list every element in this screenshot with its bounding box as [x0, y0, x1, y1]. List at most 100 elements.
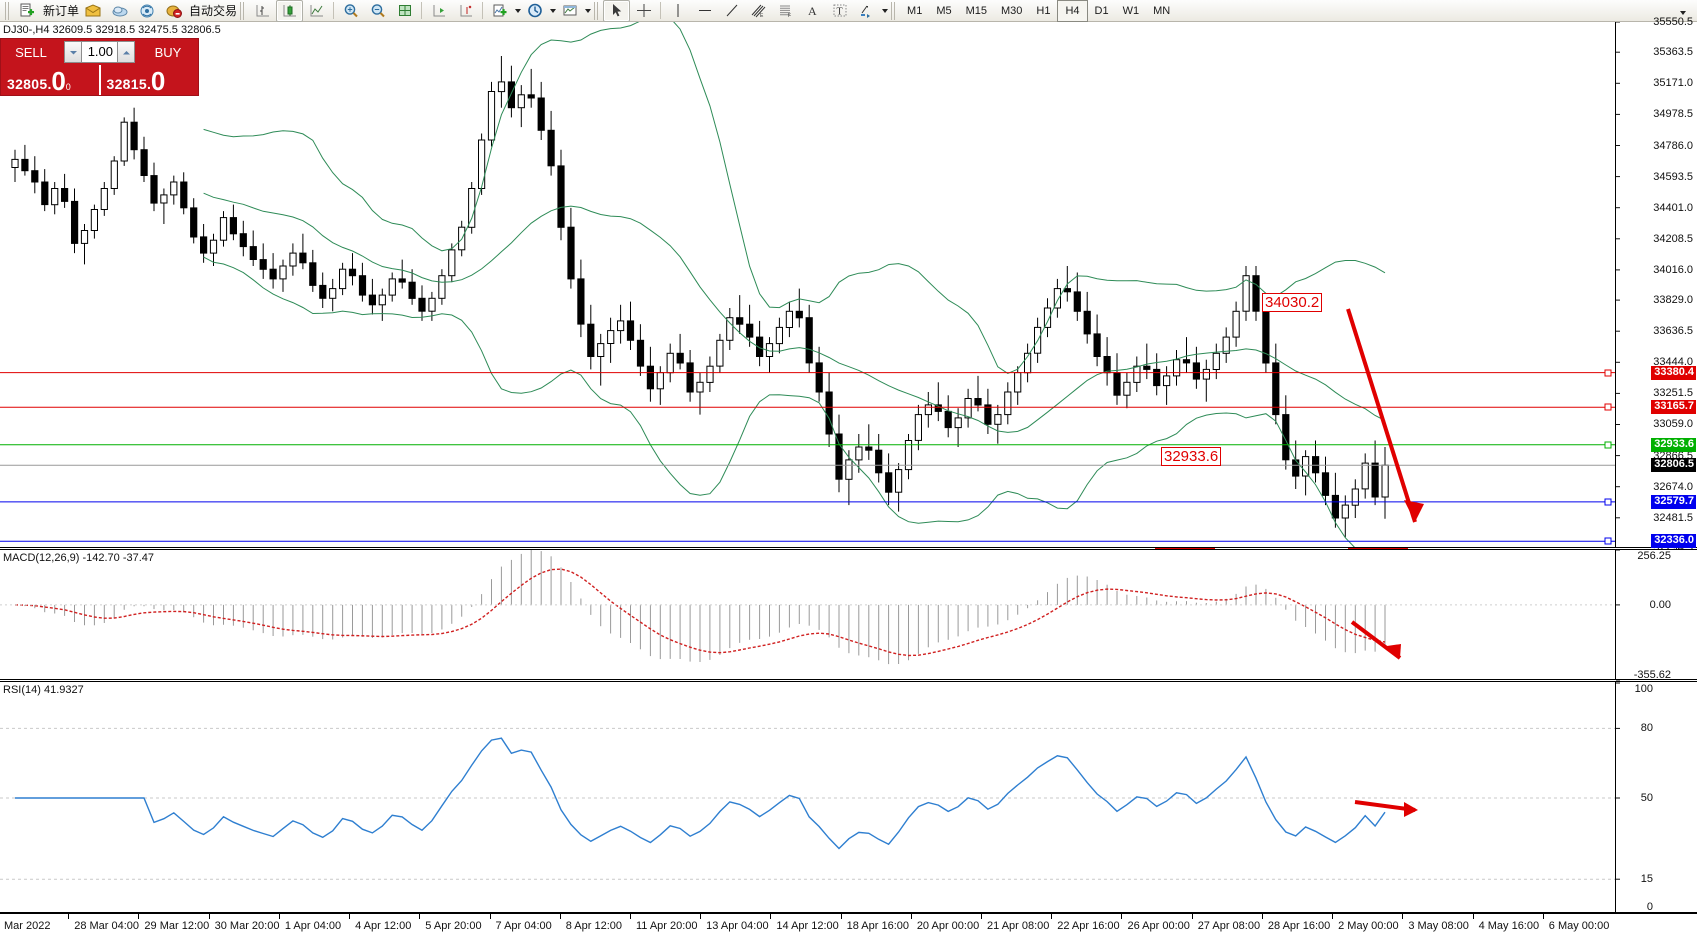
- time-tick-mark: [1121, 914, 1123, 919]
- one-click-trading-panel[interactable]: SELL 1.00 BUY 32805 . 0 0: [0, 38, 199, 96]
- time-tick-mark: [1051, 914, 1053, 919]
- rsi-pane[interactable]: 100 80 50 15 0 RSI(14) 41.9327: [0, 681, 1697, 914]
- signal-icon[interactable]: [133, 0, 160, 22]
- toolbar-grip-4[interactable]: [891, 1, 898, 20]
- equidistant-channel-icon[interactable]: E: [745, 0, 772, 22]
- time-tick-label: 1 Apr 04:00: [284, 920, 342, 932]
- rsi-plot[interactable]: [0, 682, 1615, 912]
- tab-timeframe-h1[interactable]: H1: [1036, 4, 1051, 17]
- overflow-caret-icon[interactable]: [1668, 2, 1695, 24]
- autotrading-icon[interactable]: [160, 0, 187, 22]
- price-level-tag[interactable]: 32806.5: [1651, 458, 1696, 473]
- cloud-icon[interactable]: [106, 0, 133, 22]
- macd-scale-ticks: [1616, 550, 1620, 681]
- tab-timeframe-m15[interactable]: M15: [965, 4, 987, 17]
- volume-decrement-button[interactable]: [64, 41, 82, 63]
- volume-stepper[interactable]: 1.00: [61, 39, 138, 65]
- macd-plot[interactable]: [0, 550, 1615, 679]
- vertical-line-icon[interactable]: [664, 0, 691, 22]
- sell-button[interactable]: SELL: [15, 44, 47, 60]
- price-pane[interactable]: 35550.5 35363.5 35171.0 34978.5 34786.0 34593…: [0, 16, 1697, 567]
- toolbar-right-group: [1668, 2, 1695, 24]
- tab-timeframe-m30[interactable]: M30: [1001, 4, 1023, 17]
- price-level-handle[interactable]: [1604, 369, 1612, 377]
- text-icon[interactable]: A: [799, 0, 826, 22]
- cursor-icon[interactable]: [603, 0, 631, 22]
- one-click-prices-row: 32805 . 0 0 32815 . 0: [1, 65, 198, 95]
- macd-pane[interactable]: 256.25 0.00 -355.62 MACD(12,26,9) -142.70 …: [0, 549, 1697, 681]
- price-plot[interactable]: [0, 22, 1615, 547]
- horizontal-line-icon[interactable]: [691, 0, 718, 22]
- price-level-handle[interactable]: [1604, 403, 1612, 411]
- time-tick-mark: [68, 914, 70, 919]
- toolbar-grip-2[interactable]: [240, 1, 247, 20]
- rsi-scale-ticks: [1616, 682, 1620, 914]
- add-indicator-icon[interactable]: [486, 0, 513, 22]
- rsi-scale[interactable]: 100 80 50 15 0: [1615, 682, 1697, 914]
- price-tick-label: 33059.0: [1653, 418, 1693, 431]
- zoom-out-icon[interactable]: [364, 0, 391, 22]
- envelope-icon[interactable]: [79, 0, 106, 22]
- sell-price-big: 0: [51, 66, 66, 96]
- volume-input[interactable]: 1.00: [82, 41, 117, 63]
- sell-price[interactable]: 32805 . 0 0: [1, 65, 99, 95]
- time-axis[interactable]: Mar 2022 28 Mar 04:00 29 Mar 12:00 30 Mar 2…: [0, 913, 1697, 937]
- tab-timeframe-m1[interactable]: M1: [907, 4, 923, 17]
- price-level-tag[interactable]: 32579.7: [1651, 494, 1696, 509]
- grid-icon[interactable]: [391, 0, 418, 22]
- fibonacci-icon[interactable]: F: [772, 0, 799, 22]
- indicator-dropdown-caret[interactable]: [515, 8, 522, 13]
- sell-price-dot: .: [47, 76, 52, 92]
- rsi-indicator-label: RSI(14) 41.9327: [3, 684, 84, 696]
- trendline-icon[interactable]: [718, 0, 745, 22]
- macd-scale[interactable]: 256.25 0.00 -355.62: [1615, 550, 1697, 681]
- new-order-button[interactable]: [14, 0, 41, 22]
- line-chart-icon[interactable]: [303, 0, 330, 22]
- text-label-icon[interactable]: T: [826, 0, 853, 22]
- volume-increment-button[interactable]: [117, 41, 135, 63]
- time-tick-label: 21 Apr 08:00: [987, 920, 1050, 932]
- price-annotation-label[interactable]: 32933.6: [1161, 447, 1222, 466]
- candlestick-chart-icon[interactable]: [276, 0, 304, 22]
- price-level-handle[interactable]: [1604, 441, 1612, 449]
- macd-tick-label: 256.25: [1637, 550, 1671, 562]
- price-level-tag[interactable]: 32933.6: [1651, 437, 1696, 452]
- price-level-handle[interactable]: [1604, 498, 1612, 506]
- price-level-tag[interactable]: 33165.7: [1651, 400, 1696, 415]
- time-tick-mark: [1542, 914, 1544, 919]
- tab-timeframe-m5[interactable]: M5: [936, 4, 952, 17]
- time-tick-label: 3 May 08:00: [1408, 920, 1469, 932]
- buy-button[interactable]: BUY: [154, 44, 182, 60]
- buy-price[interactable]: 32815 . 0: [101, 65, 199, 95]
- period-dropdown-caret[interactable]: [550, 8, 557, 13]
- price-level-tag[interactable]: 32336.0: [1651, 534, 1696, 549]
- template-icon[interactable]: [556, 0, 583, 22]
- chart-shift-icon[interactable]: [425, 0, 452, 22]
- tab-timeframe-h4[interactable]: H4: [1057, 0, 1088, 22]
- toolbar-grip[interactable]: [5, 1, 11, 20]
- toolbar-grip-3[interactable]: [594, 1, 601, 20]
- auto-scroll-icon[interactable]: [452, 0, 479, 22]
- tab-timeframe-w1[interactable]: W1: [1122, 4, 1140, 17]
- price-level-handle[interactable]: [1604, 537, 1612, 545]
- buy-price-big: 0: [150, 66, 166, 96]
- toolbar-separator-4: [660, 2, 662, 19]
- arrows-icon[interactable]: [853, 0, 880, 22]
- zoom-in-icon[interactable]: [337, 0, 364, 22]
- price-annotation-label[interactable]: 34030.2: [1262, 293, 1323, 312]
- chart-area[interactable]: 35550.5 35363.5 35171.0 34978.5 34786.0 34593…: [0, 16, 1697, 937]
- tab-timeframe-d1[interactable]: D1: [1094, 4, 1109, 17]
- arrows-dropdown-caret[interactable]: [882, 8, 889, 13]
- svg-text:F: F: [788, 13, 791, 18]
- price-level-tag[interactable]: 33380.4: [1651, 365, 1696, 380]
- template-dropdown-caret[interactable]: [585, 8, 592, 13]
- bar-chart-icon[interactable]: [249, 0, 276, 22]
- price-tick-label: 34208.5: [1653, 232, 1693, 245]
- tab-timeframe-mn[interactable]: MN: [1153, 4, 1171, 17]
- one-click-top-row: SELL 1.00 BUY: [1, 39, 198, 65]
- time-tick-mark: [770, 914, 772, 919]
- crosshair-icon[interactable]: [630, 0, 657, 22]
- macd-indicator-label: MACD(12,26,9) -142.70 -37.47: [3, 552, 155, 564]
- price-tick-label: 33251.5: [1653, 387, 1693, 400]
- period-clock-icon[interactable]: [521, 0, 548, 22]
